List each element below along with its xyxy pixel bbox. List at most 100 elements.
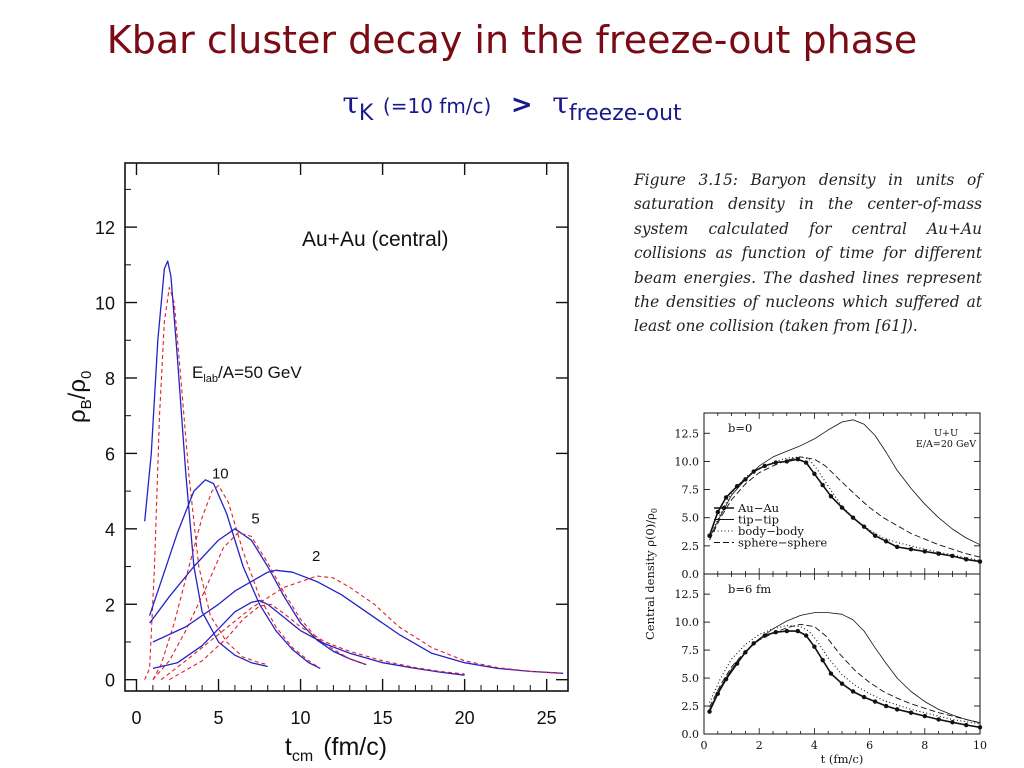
top-series-group: [707, 419, 983, 564]
top-au-marker: [922, 549, 927, 554]
top-au-marker: [715, 509, 720, 515]
bottom-au-marker: [707, 709, 712, 714]
top-series-2: [709, 419, 981, 546]
energy-label-2: 2: [312, 548, 320, 565]
main-y-tick-label: 12: [95, 218, 115, 238]
energy-label: E/A=20 GeV: [916, 439, 976, 450]
top-au-marker: [872, 533, 878, 538]
x-label-cm: cm: [292, 748, 313, 765]
top-au-marker: [908, 547, 914, 552]
top-au-marker: [950, 553, 955, 559]
main-y-axis-label: ρB/ρ0: [64, 371, 95, 423]
main-x-tick-label: 20: [455, 708, 475, 728]
side-y-label-sub: 0: [650, 508, 659, 513]
y-label-0: 0: [78, 371, 95, 379]
top-au-marker: [773, 460, 778, 465]
legend-marker: [721, 505, 727, 511]
top-au-marker: [883, 539, 889, 544]
top-au-marker: [812, 471, 817, 476]
main-series-line-2: [144, 286, 268, 680]
main-series-group: [144, 260, 564, 681]
main-x-tick-label: 15: [373, 708, 393, 728]
bottom-x-tick-label: 0: [701, 739, 708, 752]
bottom-au-marker: [895, 707, 900, 712]
top-au-marker: [803, 460, 809, 465]
bottom-au-marker: [784, 628, 789, 634]
bottom-au-marker: [936, 717, 941, 722]
bottom-series-group: [707, 612, 983, 730]
side-density-chart: 0.0 2.5 5.0 7.5 10.0 12.5 b=0 0.0 2.5 5.0 7.5 10.0 1…: [643, 412, 987, 766]
top-au-marker: [820, 482, 825, 488]
main-series-line-7: [152, 569, 564, 674]
top-au-marker: [895, 544, 900, 550]
bottom-x-tick-label: 8: [921, 739, 928, 752]
elab-annotation: Elab/A=50 GeV: [192, 363, 302, 385]
x-label-t: t: [285, 733, 292, 761]
main-series-line-10: [169, 603, 465, 681]
tau-k-subscript: K: [358, 101, 374, 126]
bottom-y-tick-label: 0.0: [682, 728, 700, 741]
main-y-tick-label: 4: [105, 520, 115, 540]
bottom-y-tick-label: 7.5: [682, 644, 700, 657]
y-label-rho: ρ: [64, 409, 91, 423]
main-series-line-1: [144, 260, 268, 668]
elab-rest: /A=50 GeV: [218, 363, 302, 382]
tau-symbol-2: τ: [552, 86, 569, 121]
bottom-au-marker: [850, 689, 856, 694]
bottom-au-marker: [922, 713, 927, 719]
bottom-series-3: [708, 624, 981, 725]
main-series-line-6: [152, 532, 367, 681]
top-y-tick-label: 5.0: [682, 512, 700, 525]
main-x-tick-label: 25: [537, 708, 557, 728]
slide-subtitle: τK (=10 fm/c) > τfreeze-out: [0, 86, 1024, 126]
top-y-tick-label: 12.5: [675, 427, 700, 440]
top-series-4: [709, 456, 981, 558]
main-y-tick-label: 8: [105, 369, 115, 389]
tau-freezeout-subscript: freeze-out: [568, 101, 682, 126]
energy-label-10: 10: [212, 465, 229, 482]
bottom-au-marker: [751, 641, 756, 646]
top-au-marker: [723, 495, 729, 500]
bottom-au-marker: [950, 720, 955, 725]
main-y-tick-label: 2: [105, 595, 115, 615]
main-x-tick-label: 0: [131, 708, 141, 728]
bottom-x-tick-label: 4: [811, 739, 818, 752]
slide-title: Kbar cluster decay in the freeze-out pha…: [106, 18, 918, 62]
bottom-series-4: [709, 623, 981, 724]
main-chart-title: Au+Au (central): [302, 228, 449, 251]
main-series-line-9: [152, 599, 465, 676]
main-series-line-5: [149, 528, 367, 666]
main-x-tick-label: 10: [291, 708, 311, 728]
bottom-x-tick-label: 2: [756, 739, 763, 752]
elab-subscript: lab: [203, 373, 218, 385]
top-au-marker: [839, 505, 845, 510]
y-label-slash: /ρ: [64, 379, 91, 399]
main-y-tick-label: 10: [95, 294, 115, 314]
top-au-marker: [828, 494, 834, 499]
top-au-marker: [861, 524, 867, 529]
main-y-tick-label: 0: [105, 671, 115, 691]
main-x-axis-label: tcm (fm/c): [285, 733, 387, 765]
main-plot-frame: [124, 162, 569, 692]
bottom-panel-title: b=6 fm: [728, 582, 771, 596]
bottom-au-marker: [872, 699, 878, 704]
energy-label-5: 5: [251, 511, 259, 528]
bottom-au-marker: [883, 703, 889, 709]
bottom-au-marker: [861, 694, 867, 700]
main-y-tick-label: 6: [105, 444, 115, 464]
elab-e: E: [192, 363, 203, 382]
bottom-y-tick-label: 5.0: [682, 672, 700, 685]
bottom-x-tick-label: 10: [973, 739, 987, 752]
top-y-tick-label: 0.0: [682, 568, 700, 581]
main-x-tick-label: 5: [214, 708, 224, 728]
top-y-tick-label: 10.0: [675, 455, 700, 468]
top-y-tick-label: 7.5: [682, 484, 700, 497]
bottom-y-tick-label: 10.0: [675, 616, 700, 629]
top-y-tick-label: 2.5: [682, 540, 700, 553]
top-au-marker: [977, 559, 983, 564]
legend-label: tip−tip: [738, 513, 779, 527]
bottom-y-tick-label: 12.5: [675, 588, 700, 601]
bottom-au-marker: [977, 725, 983, 730]
